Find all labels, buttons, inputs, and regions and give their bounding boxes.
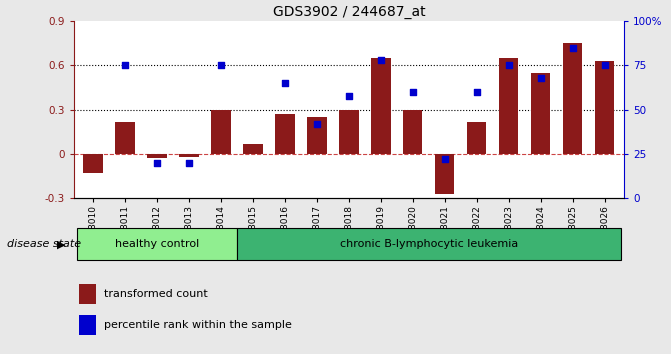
- Bar: [115, 121, 135, 154]
- Bar: [563, 44, 582, 154]
- Point: [184, 160, 195, 166]
- Bar: [83, 154, 103, 173]
- Bar: [531, 73, 550, 154]
- Point: [472, 89, 482, 95]
- Point: [344, 93, 354, 98]
- Bar: [79, 315, 96, 335]
- Point: [599, 63, 610, 68]
- Point: [503, 63, 514, 68]
- Bar: [435, 154, 454, 194]
- Point: [440, 156, 450, 162]
- Bar: [467, 121, 486, 154]
- Text: ▶: ▶: [57, 239, 66, 249]
- Bar: [244, 144, 262, 154]
- Bar: [403, 110, 423, 154]
- Bar: [211, 110, 231, 154]
- Text: chronic B-lymphocytic leukemia: chronic B-lymphocytic leukemia: [340, 239, 518, 249]
- Text: disease state: disease state: [7, 239, 81, 249]
- Bar: [237, 228, 621, 260]
- Bar: [371, 58, 391, 154]
- Point: [376, 57, 386, 63]
- Point: [215, 63, 226, 68]
- Point: [280, 80, 291, 86]
- Bar: [77, 228, 237, 260]
- Title: GDS3902 / 244687_at: GDS3902 / 244687_at: [272, 5, 425, 19]
- Point: [152, 160, 162, 166]
- Bar: [340, 110, 358, 154]
- Point: [535, 75, 546, 81]
- Point: [311, 121, 322, 127]
- Bar: [179, 154, 199, 157]
- Point: [568, 45, 578, 51]
- Text: percentile rank within the sample: percentile rank within the sample: [104, 320, 292, 330]
- Bar: [307, 117, 327, 154]
- Bar: [275, 114, 295, 154]
- Bar: [499, 58, 519, 154]
- Bar: [595, 61, 615, 154]
- Bar: [148, 154, 166, 159]
- Point: [407, 89, 418, 95]
- Bar: [79, 284, 96, 304]
- Text: transformed count: transformed count: [104, 289, 208, 299]
- Text: healthy control: healthy control: [115, 239, 199, 249]
- Point: [119, 63, 130, 68]
